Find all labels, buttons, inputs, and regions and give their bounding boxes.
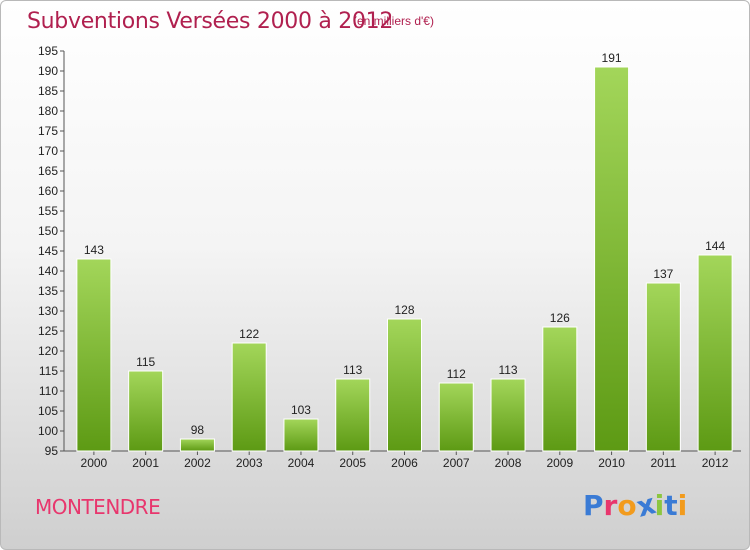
logo-letter: o bbox=[617, 489, 637, 522]
x-tick-label: 2010 bbox=[598, 456, 625, 470]
y-tick-label: 195 bbox=[38, 44, 58, 58]
y-tick-label: 180 bbox=[38, 104, 58, 118]
y-tick-label: 125 bbox=[38, 324, 58, 338]
y-tick-label: 170 bbox=[38, 144, 58, 158]
bar-value-label: 112 bbox=[447, 367, 466, 381]
logo-letter: i bbox=[677, 489, 688, 522]
chart-title: Subventions Versées 2000 à 2012 bbox=[27, 9, 394, 34]
bar-value-label: 113 bbox=[343, 363, 362, 377]
y-tick-label: 100 bbox=[38, 424, 58, 438]
bar-2011 bbox=[645, 282, 681, 452]
bar-value-label: 137 bbox=[653, 267, 673, 281]
bar-2010 bbox=[594, 66, 630, 452]
y-tick-label: 130 bbox=[38, 304, 58, 318]
bar-value-label: 143 bbox=[84, 243, 104, 257]
bar-value-label: 113 bbox=[498, 363, 517, 377]
y-tick-label: 165 bbox=[38, 164, 58, 178]
y-tick-label: 120 bbox=[38, 344, 58, 358]
y-tick-label: 115 bbox=[39, 364, 58, 378]
x-tick-label: 2012 bbox=[702, 456, 729, 470]
y-tick-label: 175 bbox=[38, 124, 58, 138]
y-tick-label: 105 bbox=[38, 404, 58, 418]
x-tick-label: 2004 bbox=[288, 456, 315, 470]
x-tick-label: 2001 bbox=[132, 456, 159, 470]
bar-value-label: 115 bbox=[136, 355, 155, 369]
city-name: MONTENDRE bbox=[35, 495, 161, 519]
x-tick-label: 2007 bbox=[443, 456, 470, 470]
logo-letter: t bbox=[664, 489, 678, 522]
logo-letter: i bbox=[654, 489, 665, 522]
y-tick-label: 185 bbox=[38, 84, 58, 98]
bar-2000 bbox=[76, 258, 112, 452]
bar-value-label: 98 bbox=[191, 423, 205, 437]
x-tick-label: 2006 bbox=[391, 456, 418, 470]
bar-value-label: 128 bbox=[394, 303, 414, 317]
logo-letter: r bbox=[603, 489, 618, 522]
chart-subtitle: (en milliers d'€) bbox=[353, 14, 434, 28]
x-tick-label: 2011 bbox=[650, 456, 676, 470]
bar-2002 bbox=[179, 438, 215, 452]
x-tick-label: 2003 bbox=[236, 456, 263, 470]
bar-2012 bbox=[697, 254, 733, 452]
y-tick-label: 145 bbox=[38, 244, 58, 258]
bar-value-label: 144 bbox=[705, 239, 725, 253]
bar-value-label: 191 bbox=[602, 51, 622, 65]
bar-value-label: 122 bbox=[239, 327, 259, 341]
x-tick-label: 2002 bbox=[184, 456, 211, 470]
bar-2009 bbox=[542, 326, 578, 452]
bar-2004 bbox=[283, 418, 319, 452]
bar-2001 bbox=[128, 370, 164, 452]
x-tick-label: 2005 bbox=[339, 456, 366, 470]
x-tick-label: 2000 bbox=[81, 456, 108, 470]
y-tick-label: 150 bbox=[38, 224, 58, 238]
bar-value-label: 126 bbox=[550, 311, 570, 325]
bar-2008 bbox=[490, 378, 526, 452]
bar-2003 bbox=[231, 342, 267, 452]
y-tick-label: 160 bbox=[38, 184, 58, 198]
y-tick-label: 95 bbox=[45, 444, 59, 458]
bar-2006 bbox=[387, 318, 422, 452]
y-tick-label: 190 bbox=[38, 64, 58, 78]
y-tick-label: 110 bbox=[39, 384, 58, 398]
y-tick-label: 135 bbox=[38, 284, 58, 298]
x-tick-label: 2008 bbox=[495, 456, 522, 470]
x-tick-label: 2009 bbox=[546, 456, 573, 470]
bar-2007 bbox=[438, 382, 474, 452]
y-tick-label: 155 bbox=[38, 204, 58, 218]
y-tick-label: 140 bbox=[38, 264, 58, 278]
bar-2005 bbox=[335, 378, 371, 452]
bar-value-label: 103 bbox=[291, 403, 311, 417]
logo-letter: P bbox=[583, 489, 604, 522]
proxiti-logo: Proxiti bbox=[583, 487, 688, 524]
